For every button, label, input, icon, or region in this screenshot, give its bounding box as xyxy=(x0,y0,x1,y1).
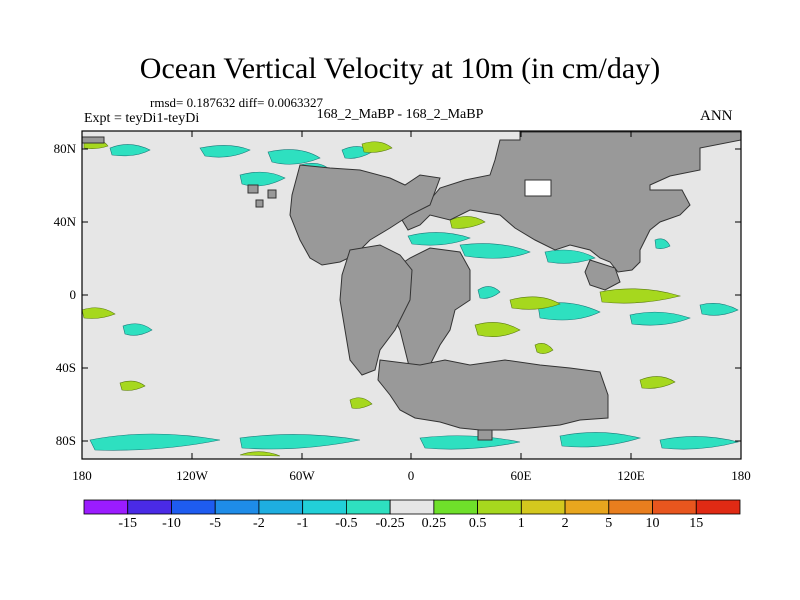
lon-label-0: 0 xyxy=(407,468,415,483)
colorbar-box xyxy=(433,499,478,515)
land-island-3 xyxy=(255,199,264,208)
land-island-4 xyxy=(477,429,493,441)
colorbar xyxy=(83,499,741,515)
colorbar-tick-label: -5 xyxy=(209,516,222,531)
lat-label-40s: 40S xyxy=(55,360,76,375)
colorbar-tick-label: 5 xyxy=(605,516,613,531)
land-masses xyxy=(81,131,742,441)
land-southern-mass xyxy=(377,359,609,431)
colorbar-tick-label: 0.25 xyxy=(421,516,447,531)
colorbar-box xyxy=(652,499,697,515)
colorbar-box xyxy=(695,499,741,515)
lon-label-180w: 180 xyxy=(72,468,92,483)
colorbar-tick-label: 1 xyxy=(517,516,525,531)
colorbar-box xyxy=(520,499,566,515)
case-label: 168_2_MaBP - 168_2_MaBP xyxy=(316,107,484,122)
season-label: ANN xyxy=(700,108,733,124)
colorbar-tick-label: -1 xyxy=(296,516,309,531)
land-island-5 xyxy=(81,136,105,144)
lat-label-80n: 80N xyxy=(53,141,76,156)
positive-contours xyxy=(81,138,682,457)
colorbar-tick-label: 0.5 xyxy=(468,516,487,531)
lat-label-40n: 40N xyxy=(53,214,76,229)
land-south-america xyxy=(339,244,413,376)
figure-title: Ocean Vertical Velocity at 10m (in cm/da… xyxy=(139,52,661,85)
colorbar-box xyxy=(477,499,522,515)
colorbar-tick-label: -10 xyxy=(162,516,181,531)
colorbar-box xyxy=(608,499,653,515)
colorbar-box xyxy=(302,499,347,515)
land-island-1 xyxy=(247,184,259,194)
colorbar-box xyxy=(83,499,129,515)
colorbar-box xyxy=(345,499,391,515)
colorbar-tick-label: 15 xyxy=(689,516,704,531)
lat-label-80s: 80S xyxy=(55,433,76,448)
colorbar-box xyxy=(258,499,304,515)
lon-label-120e: 120E xyxy=(617,468,645,483)
colorbar-tick-label: -0.5 xyxy=(335,516,358,531)
land-north-america xyxy=(289,164,441,266)
colorbar-tick-label: -0.25 xyxy=(375,516,405,531)
inland-sea xyxy=(524,179,552,197)
colorbar-box xyxy=(127,499,172,515)
stats-label: rmsd= 0.187632 diff= 0.0063327 xyxy=(150,95,323,110)
lon-label-120w: 120W xyxy=(176,468,208,483)
lon-label-180e: 180 xyxy=(731,468,751,483)
lon-label-60e: 60E xyxy=(510,468,532,483)
lon-label-60w: 60W xyxy=(289,468,315,483)
colorbar-tick-label: 2 xyxy=(561,516,569,531)
colorbar-box xyxy=(214,499,260,515)
axis-ticks xyxy=(82,131,741,459)
lat-label-eq: 0 xyxy=(69,287,77,302)
colorbar-box xyxy=(564,499,610,515)
colorbar-tick-label: 10 xyxy=(645,516,660,531)
land-island-2 xyxy=(267,189,277,199)
colorbar-tick-label: -2 xyxy=(253,516,265,531)
experiment-label: Expt = teyDi1-teyDi xyxy=(84,111,200,126)
colorbar-tick-label: -15 xyxy=(118,516,138,531)
colorbar-box xyxy=(389,499,435,515)
colorbar-box xyxy=(171,499,216,515)
land-australia xyxy=(584,259,621,291)
